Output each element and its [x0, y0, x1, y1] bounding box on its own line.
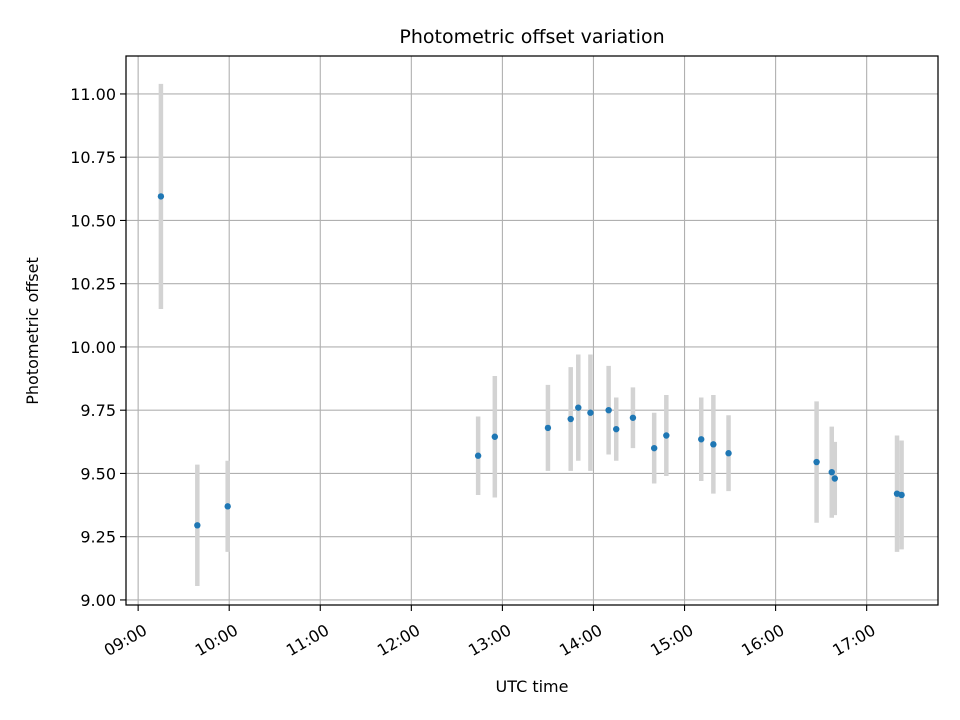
data-point	[725, 450, 731, 456]
data-point	[492, 434, 498, 440]
y-tick-label: 9.50	[80, 464, 116, 483]
data-point	[651, 445, 657, 451]
y-tick-label: 10.50	[70, 211, 116, 230]
data-point	[630, 415, 636, 421]
data-point	[194, 522, 200, 528]
y-tick-label: 11.00	[70, 85, 116, 104]
y-tick-label: 10.75	[70, 148, 116, 167]
data-point	[813, 459, 819, 465]
data-point	[832, 475, 838, 481]
y-tick-label: 10.00	[70, 338, 116, 357]
data-point	[224, 503, 230, 509]
y-tick-label: 10.25	[70, 275, 116, 294]
y-tick-label: 9.25	[80, 528, 116, 547]
y-tick-label: 9.00	[80, 591, 116, 610]
data-point	[698, 436, 704, 442]
data-point	[663, 432, 669, 438]
y-axis-title: Photometric offset	[23, 257, 42, 405]
data-point	[710, 441, 716, 447]
data-point	[587, 410, 593, 416]
chart-title: Photometric offset variation	[399, 26, 664, 48]
y-tick-label: 9.75	[80, 401, 116, 420]
data-point	[575, 404, 581, 410]
data-point	[898, 492, 904, 498]
data-point	[829, 469, 835, 475]
x-axis-title: UTC time	[496, 677, 569, 696]
data-point	[568, 416, 574, 422]
data-point	[613, 426, 619, 432]
data-point	[158, 193, 164, 199]
data-point	[605, 407, 611, 413]
data-point	[545, 425, 551, 431]
data-point	[475, 453, 481, 459]
